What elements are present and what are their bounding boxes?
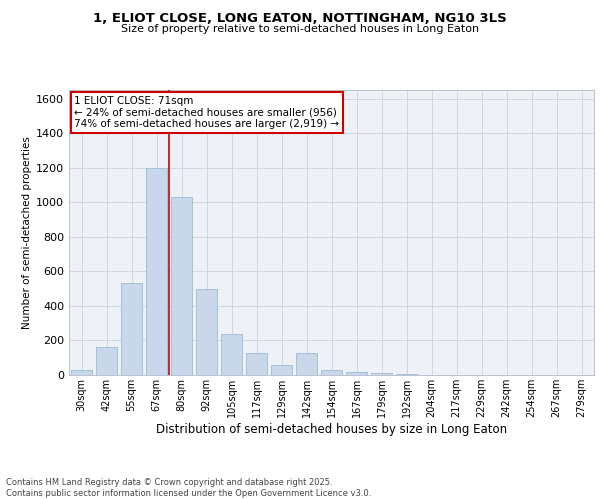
Bar: [146, 168, 167, 375]
Text: Contains HM Land Registry data © Crown copyright and database right 2025.
Contai: Contains HM Land Registry data © Crown c…: [6, 478, 371, 498]
Bar: [371, 374, 392, 375]
X-axis label: Distribution of semi-detached houses by size in Long Eaton: Distribution of semi-detached houses by …: [156, 422, 507, 436]
Bar: [271, 364, 292, 375]
Y-axis label: Number of semi-detached properties: Number of semi-detached properties: [22, 136, 32, 329]
Bar: [246, 352, 267, 375]
Bar: [96, 348, 117, 375]
Text: 1 ELIOT CLOSE: 71sqm
← 24% of semi-detached houses are smaller (956)
74% of semi: 1 ELIOT CLOSE: 71sqm ← 24% of semi-detac…: [74, 96, 340, 129]
Bar: [171, 197, 192, 375]
Bar: [71, 370, 92, 375]
Bar: [396, 374, 417, 375]
Bar: [196, 288, 217, 375]
Bar: [296, 352, 317, 375]
Bar: [321, 370, 342, 375]
Bar: [121, 284, 142, 375]
Text: 1, ELIOT CLOSE, LONG EATON, NOTTINGHAM, NG10 3LS: 1, ELIOT CLOSE, LONG EATON, NOTTINGHAM, …: [93, 12, 507, 26]
Text: Size of property relative to semi-detached houses in Long Eaton: Size of property relative to semi-detach…: [121, 24, 479, 34]
Bar: [346, 372, 367, 375]
Bar: [221, 334, 242, 375]
